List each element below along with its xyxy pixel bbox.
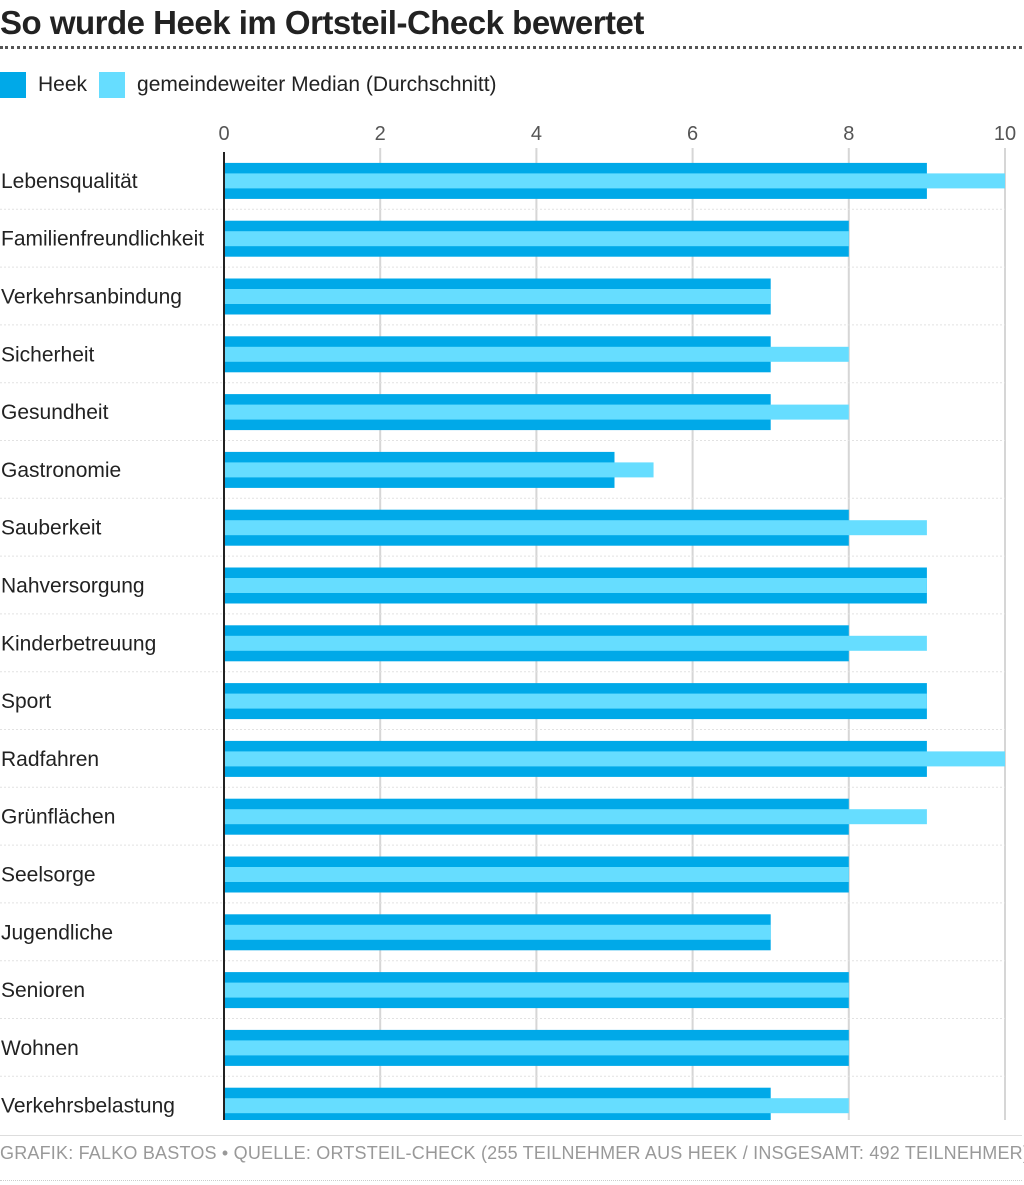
bar-median	[224, 924, 771, 940]
bar-median	[224, 635, 927, 651]
bar-median	[224, 982, 849, 998]
category-label: Gesundheit	[1, 401, 109, 424]
title-divider	[0, 46, 1022, 49]
category-label: Sicherheit	[1, 343, 95, 366]
bar-median	[224, 173, 1005, 189]
bar-median	[224, 231, 849, 247]
category-label: Verkehrsbelastung	[1, 1095, 175, 1118]
category-label: Kinderbetreuung	[1, 632, 156, 655]
legend-swatch-heek	[0, 72, 26, 98]
legend-label-median: gemeindeweiter Median (Durchschnitt)	[137, 73, 497, 96]
category-label: Lebensqualität	[1, 170, 138, 193]
footer-divider	[0, 1135, 1022, 1136]
legend-swatch-median	[99, 72, 126, 98]
category-label: Seelsorge	[1, 864, 96, 887]
category-label: Gastronomie	[1, 459, 121, 482]
bar-median	[224, 462, 654, 478]
bar-median	[224, 578, 927, 593]
category-label: Familienfreundlichkeit	[1, 228, 204, 251]
bar-median	[224, 520, 927, 536]
x-tick-label: 8	[843, 123, 854, 145]
category-label: Sport	[1, 690, 51, 713]
chart-title: So wurde Heek im Ortsteil-Check bewertet	[0, 4, 644, 41]
bar-median	[224, 346, 849, 362]
category-label: Wohnen	[1, 1037, 79, 1060]
category-label: Radfahren	[1, 748, 99, 771]
legend-item-median: gemeindeweiter Median (Durchschnitt)	[99, 72, 497, 98]
bar-median	[224, 1040, 849, 1056]
bar-median	[224, 693, 927, 709]
category-label: Jugendliche	[1, 921, 113, 944]
bar-median	[224, 751, 1005, 767]
bar-median	[224, 1098, 849, 1114]
legend: Heek gemeindeweiter Median (Durchschnitt…	[0, 70, 509, 100]
category-label: Sauberkeit	[1, 517, 102, 540]
bar-median	[224, 867, 849, 882]
category-label: Grünflächen	[1, 806, 115, 829]
category-label: Nahversorgung	[1, 575, 145, 598]
source-credit: GRAFIK: FALKO BASTOS • QUELLE: ORTSTEIL-…	[0, 1143, 1024, 1163]
bar-median	[224, 289, 771, 304]
bar-chart: 0 2 4 6 8 10 Lebensqualität Familienfreundlichk…	[0, 123, 1016, 1120]
x-tick-label: 4	[531, 123, 542, 145]
x-tick-label: 0	[218, 123, 229, 145]
bar-median	[224, 404, 849, 420]
x-tick-label: 10	[994, 123, 1016, 145]
x-tick-label: 2	[375, 123, 386, 145]
footer-bottom-divider	[0, 1180, 1022, 1181]
legend-label-heek: Heek	[38, 73, 88, 96]
category-label: Verkehrsanbindung	[1, 286, 182, 309]
x-tick-label: 6	[687, 123, 698, 145]
bar-median	[224, 809, 927, 825]
legend-item-heek: Heek	[0, 72, 87, 98]
category-label: Senioren	[1, 979, 85, 1002]
